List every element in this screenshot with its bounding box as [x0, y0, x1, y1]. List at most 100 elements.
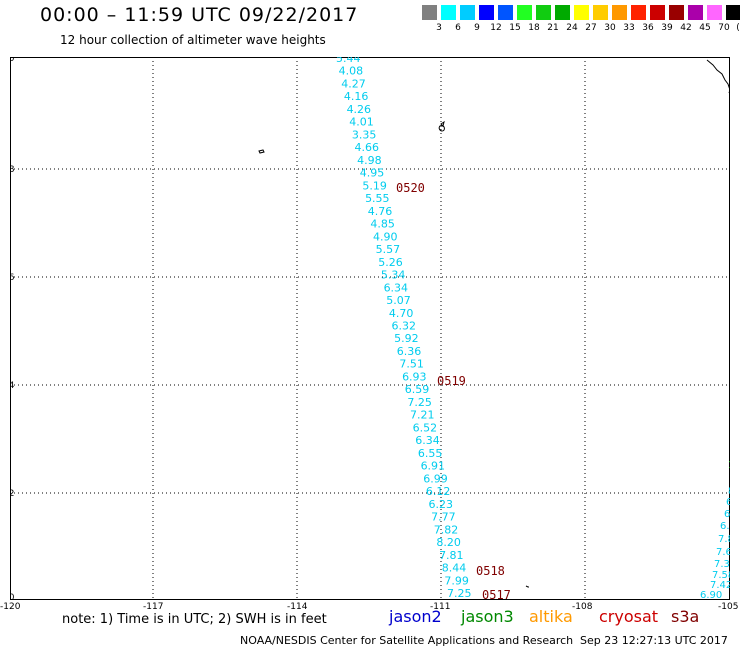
pass-time-label: 0517 — [482, 588, 511, 600]
wave-height-value: 3.35 — [352, 128, 377, 141]
wave-height-value: 7.81 — [439, 549, 464, 562]
wave-height-value: 7.77 — [431, 511, 456, 524]
legend-swatch — [555, 5, 570, 20]
wave-height-value: 7.8 — [718, 534, 730, 545]
legend-label: 42 — [680, 23, 692, 33]
satellite-label-s3a: s3a — [671, 607, 700, 626]
wave-height-value: 5.57 — [376, 243, 401, 256]
legend-swatch — [726, 5, 740, 20]
pass-time-label: 0520 — [396, 181, 425, 195]
latitude-label: 14 — [10, 381, 15, 391]
latitude-label: 10 — [10, 593, 15, 600]
wave-height-value: 4.95 — [360, 167, 385, 180]
legend-swatch — [574, 5, 589, 20]
wave-height-value: 4.66 — [355, 141, 380, 154]
island — [525, 585, 529, 588]
edge-track-values: 1617109812886.16.06.47.87.67.37.587.426.… — [700, 423, 730, 600]
legend-label: 70 — [718, 23, 730, 33]
wave-height-value: 8 — [728, 486, 730, 497]
wave-height-value: 5.26 — [378, 256, 403, 269]
wave-height-value: 6.52 — [413, 421, 438, 434]
wave-height-value: 6.0 — [724, 509, 730, 520]
latitude-label: 16 — [10, 273, 15, 283]
legend-label: 30 — [604, 23, 616, 33]
legend-swatch — [669, 5, 684, 20]
legend-label: 6 — [455, 23, 461, 33]
wave-height-value: 5.44 — [336, 57, 361, 65]
legend-label: 45 — [699, 23, 711, 33]
legend-label: 39 — [661, 23, 673, 33]
legend-label: 12 — [490, 23, 502, 33]
wave-height-value: 4.01 — [349, 116, 374, 129]
wave-height-value: 7.99 — [444, 574, 469, 587]
wave-height-value: 7.42 — [710, 580, 730, 591]
legend-label: 36 — [642, 23, 654, 33]
legend-label: 33 — [623, 23, 635, 33]
longitude-label: -120 — [0, 602, 21, 612]
legend-swatch — [441, 5, 456, 20]
altimeter-track: 5.444.084.274.164.264.013.354.664.984.95… — [336, 57, 472, 600]
legend-swatch — [517, 5, 532, 20]
wave-height-value: 6.55 — [418, 447, 443, 460]
legend-label: 18 — [528, 23, 540, 33]
wave-height-value: 6.99 — [423, 472, 448, 485]
wave-height-value: 8.20 — [436, 536, 461, 549]
legend-label: (ft) — [736, 23, 740, 33]
legend-swatch — [707, 5, 722, 20]
wave-height-value: 4.98 — [357, 154, 382, 167]
pass-time-label: 0518 — [476, 564, 505, 578]
wave-height-value: 6.1 — [726, 497, 730, 508]
wave-height-map: 5.444.084.274.164.264.013.354.664.984.95… — [10, 57, 730, 600]
wave-height-value: 6.59 — [405, 383, 430, 396]
legend-swatch — [612, 5, 627, 20]
satellite-label-jason3: jason3 — [461, 607, 514, 626]
credit-text: NOAA/NESDIS Center for Satellite Applica… — [240, 634, 574, 647]
legend-swatch — [688, 5, 703, 20]
legend-swatch — [650, 5, 665, 20]
wave-height-value: 6.36 — [397, 345, 422, 358]
wave-height-value: 4.70 — [389, 307, 414, 320]
wave-height-value: 6.23 — [429, 498, 454, 511]
legend-swatch — [536, 5, 551, 20]
wave-height-value: 7.58 — [712, 570, 730, 581]
wave-height-value: 4.76 — [368, 205, 393, 218]
wave-height-value: 7.25 — [447, 587, 472, 600]
longitude-label: -111 — [430, 602, 451, 612]
legend-swatch — [593, 5, 608, 20]
wave-height-value: 6.32 — [392, 320, 417, 333]
wave-height-value: 4.26 — [347, 103, 372, 116]
pass-time-label: 0519 — [437, 374, 466, 388]
page-title: 00:00 – 11:59 UTC 09/22/2017 — [40, 4, 359, 26]
latitude-label: 18 — [10, 165, 15, 175]
latitude-label: 20 — [10, 57, 15, 64]
legend-label: 24 — [566, 23, 578, 33]
longitude-label: -108 — [572, 602, 593, 612]
wave-height-value: 6.91 — [421, 460, 446, 473]
latitude-labels: 20 18 16 14 12 10 — [10, 57, 15, 600]
legend-swatch — [498, 5, 513, 20]
wave-height-value: 4.90 — [373, 230, 398, 243]
legend-label: 21 — [547, 23, 559, 33]
legend-label: 9 — [474, 23, 480, 33]
wave-height-value: 6.12 — [426, 485, 451, 498]
wave-height-value: 7.21 — [410, 409, 435, 422]
wave-height-value: 7.6 — [716, 547, 730, 558]
generated-timestamp: Sep 23 12:27:13 UTC 2017 — [580, 634, 728, 647]
island — [258, 149, 265, 154]
wave-height-value: 5.07 — [386, 294, 411, 307]
pass-time-labels: 0520 0519 0518 0517 — [396, 181, 511, 600]
wave-height-value: 8.44 — [442, 562, 467, 575]
wave-height-value: 5.92 — [394, 332, 419, 345]
satellite-label-cryosat: cryosat — [599, 607, 659, 626]
legend-swatch — [460, 5, 475, 20]
wave-height-value: 6.93 — [402, 370, 427, 383]
longitude-label: -117 — [143, 602, 164, 612]
island — [440, 120, 445, 127]
satellite-label-jason2: jason2 — [389, 607, 442, 626]
wave-height-value: 6.34 — [384, 281, 409, 294]
satellite-label-altika: altika — [529, 607, 573, 626]
wave-height-value: 7.25 — [407, 396, 432, 409]
wave-height-value: 7.3 — [714, 559, 730, 570]
wave-height-value: 6.90 — [700, 590, 722, 600]
